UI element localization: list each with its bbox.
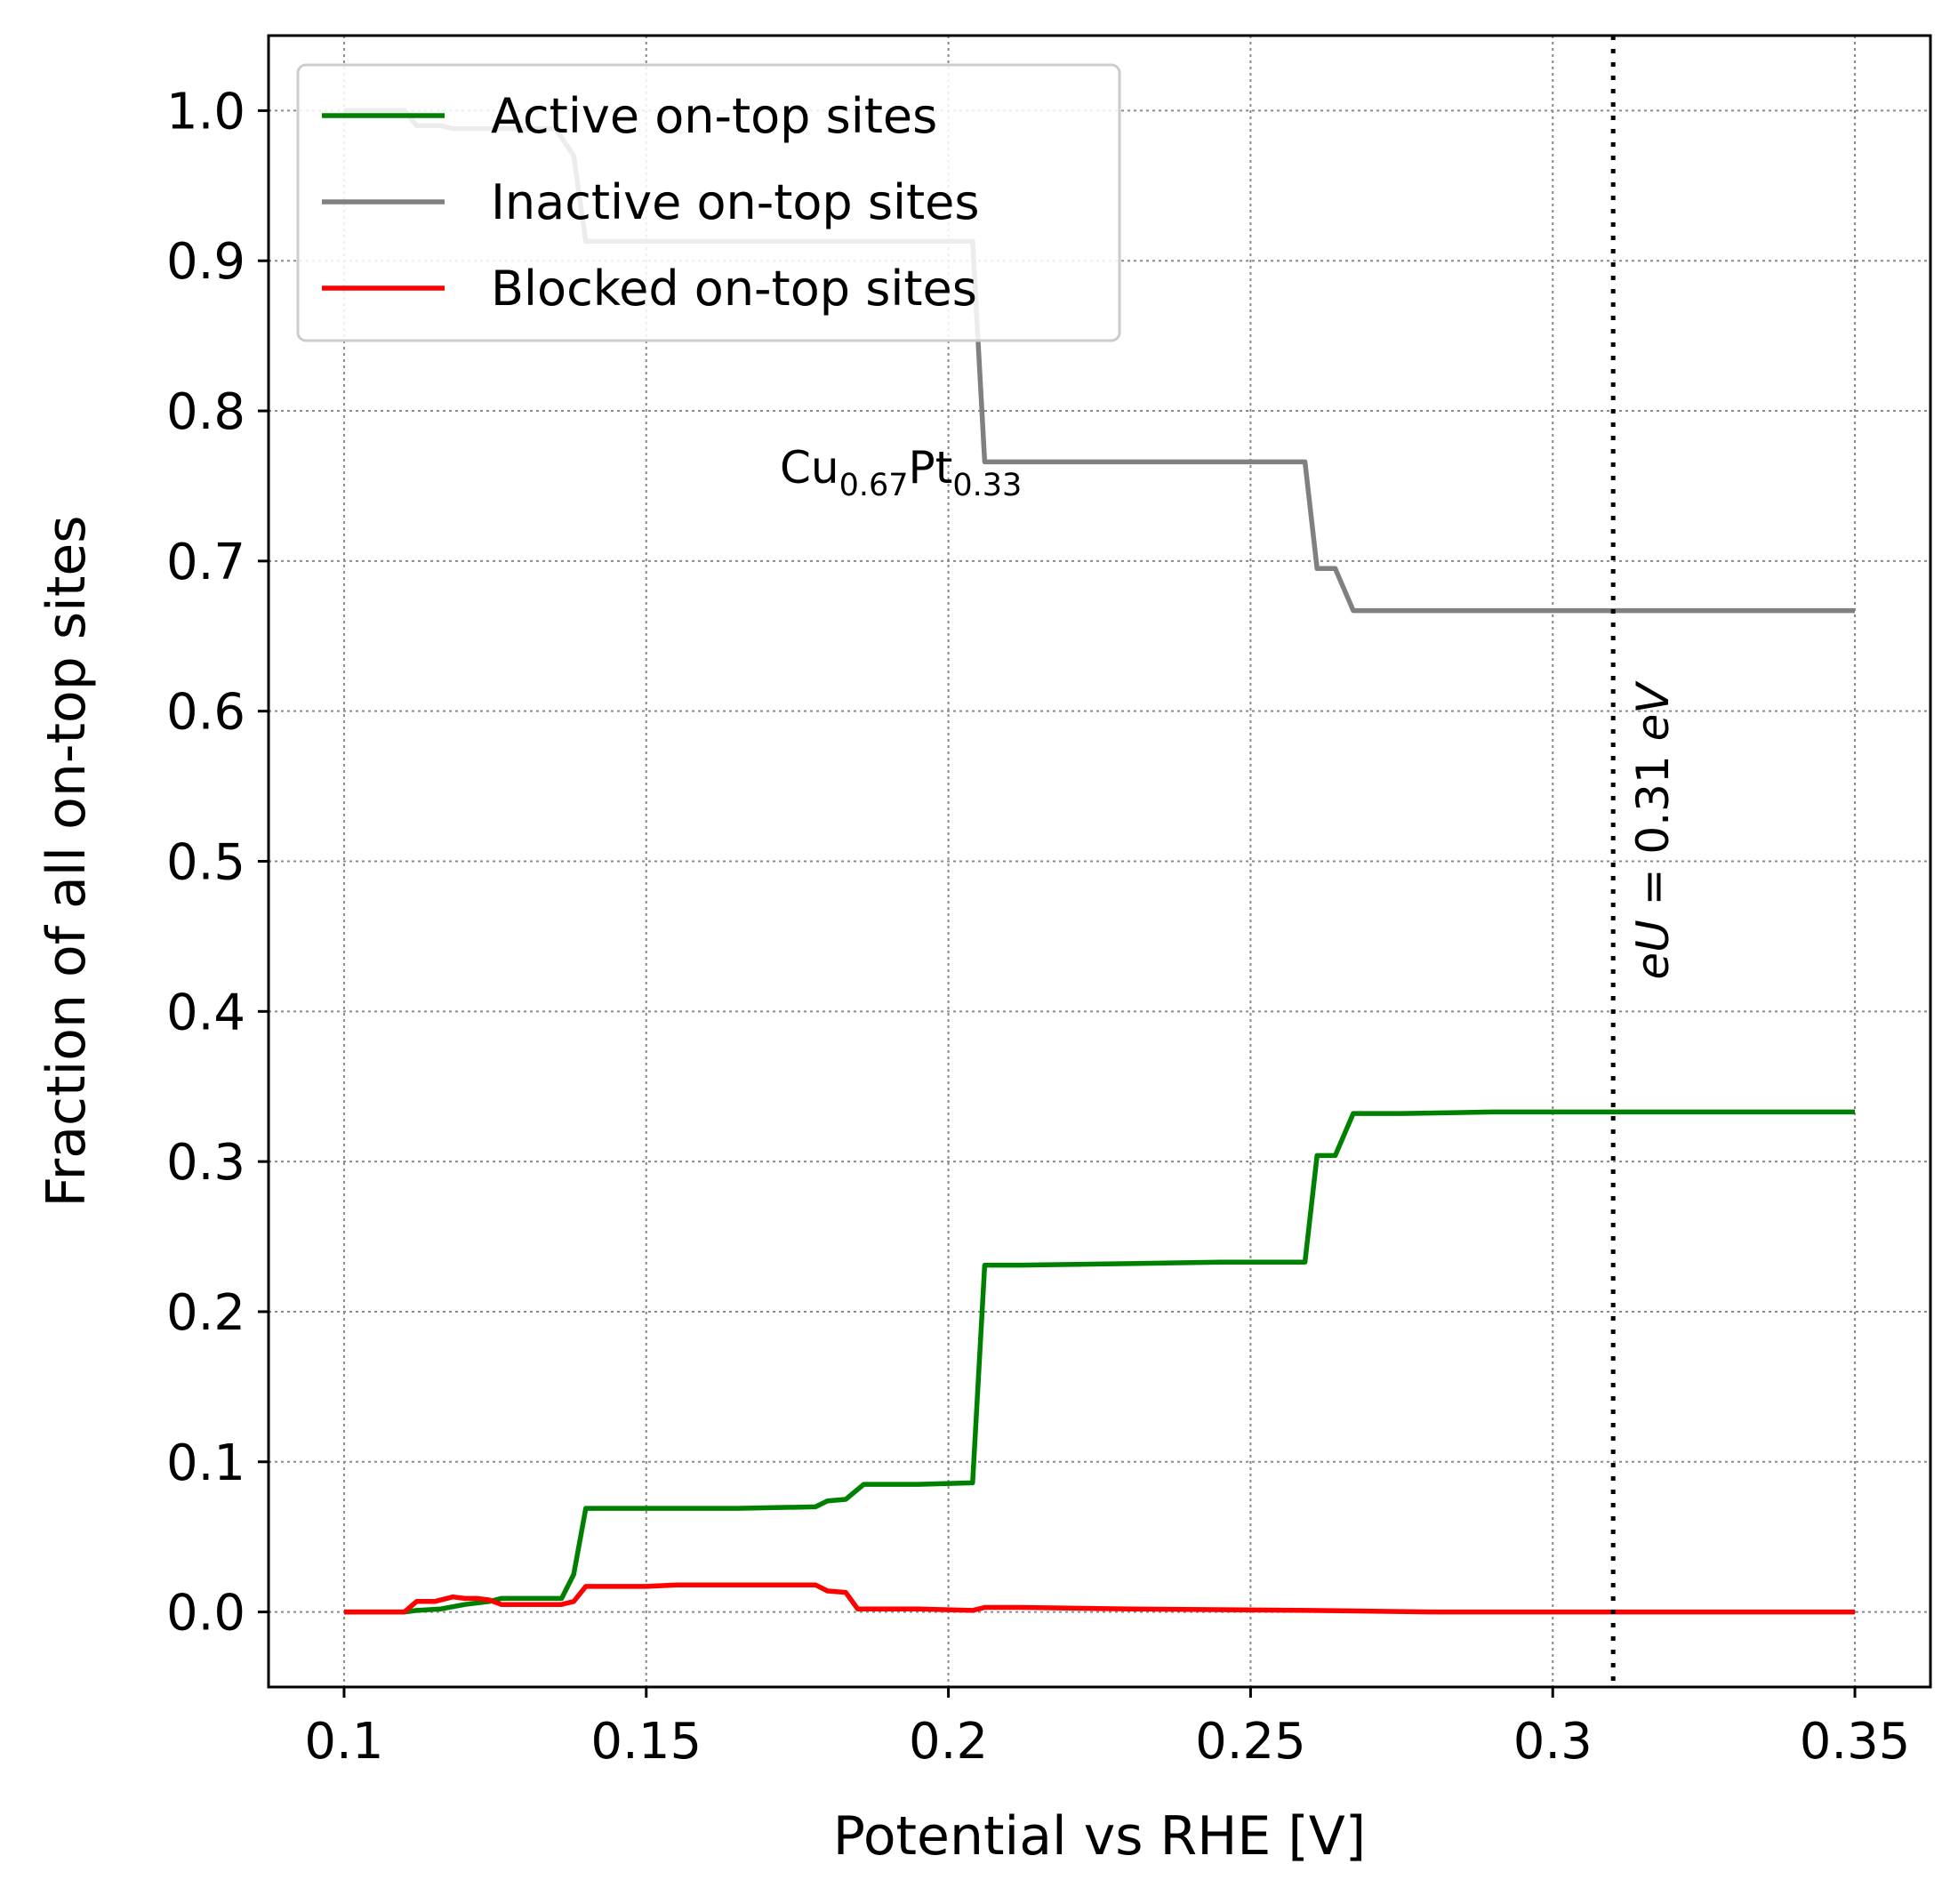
y-tick-label: 0.8 [166, 383, 245, 441]
x-tick-label: 0.25 [1195, 1713, 1306, 1771]
composition-annotation: Cu0.67Pt0.33 [780, 442, 1022, 503]
axis-ticks: 0.1 0.15 0.2 0.25 0.3 0.35 0.0 0.1 0.2 0.3 0.4 0.5 0… [166, 83, 1910, 1771]
x-axis-label: Potential vs RHE [V] [833, 1805, 1366, 1868]
series-line-3 [344, 1582, 1855, 1615]
y-tick-label: 0.5 [166, 834, 245, 892]
legend-label-2: Inactive on-top sites [491, 174, 980, 230]
annotation-sub2: 0.33 [952, 468, 1022, 503]
y-tick-label: 0.4 [166, 984, 245, 1041]
vline-label-prefix: eU [1627, 920, 1679, 979]
y-axis-label: Fraction of all on-top sites [36, 515, 98, 1207]
vline-label-unit: eV [1627, 680, 1679, 742]
legend-label-3: Blocked on-top sites [491, 261, 977, 317]
vline-label: eU = 0.31 eV [1627, 680, 1679, 980]
y-tick-label: 0.0 [166, 1585, 245, 1643]
series-line-1 [344, 1109, 1855, 1615]
legend: Active on-top sites Inactive on-top sites… [296, 63, 1121, 342]
y-tick-label: 0.2 [166, 1284, 245, 1342]
annotation-base1: Cu [780, 442, 839, 494]
annotation-base2: Pt [909, 442, 953, 494]
x-tick-label: 0.15 [590, 1713, 702, 1771]
legend-box [296, 63, 1121, 342]
x-tick-label: 0.1 [304, 1713, 383, 1771]
x-tick-label: 0.2 [909, 1713, 988, 1771]
y-tick-label: 0.6 [166, 684, 245, 742]
y-tick-label: 0.3 [166, 1134, 245, 1192]
annotation-sub1: 0.67 [839, 468, 909, 503]
y-tick-label: 0.7 [166, 534, 245, 591]
y-tick-label: 0.1 [166, 1434, 245, 1492]
legend-label-1: Active on-top sites [491, 88, 937, 144]
x-tick-label: 0.35 [1800, 1713, 1911, 1771]
vline-label-value: = 0.31 [1627, 741, 1679, 920]
y-tick-label: 1.0 [166, 83, 245, 141]
y-tick-label: 0.9 [166, 233, 245, 291]
x-tick-label: 0.3 [1513, 1713, 1593, 1771]
